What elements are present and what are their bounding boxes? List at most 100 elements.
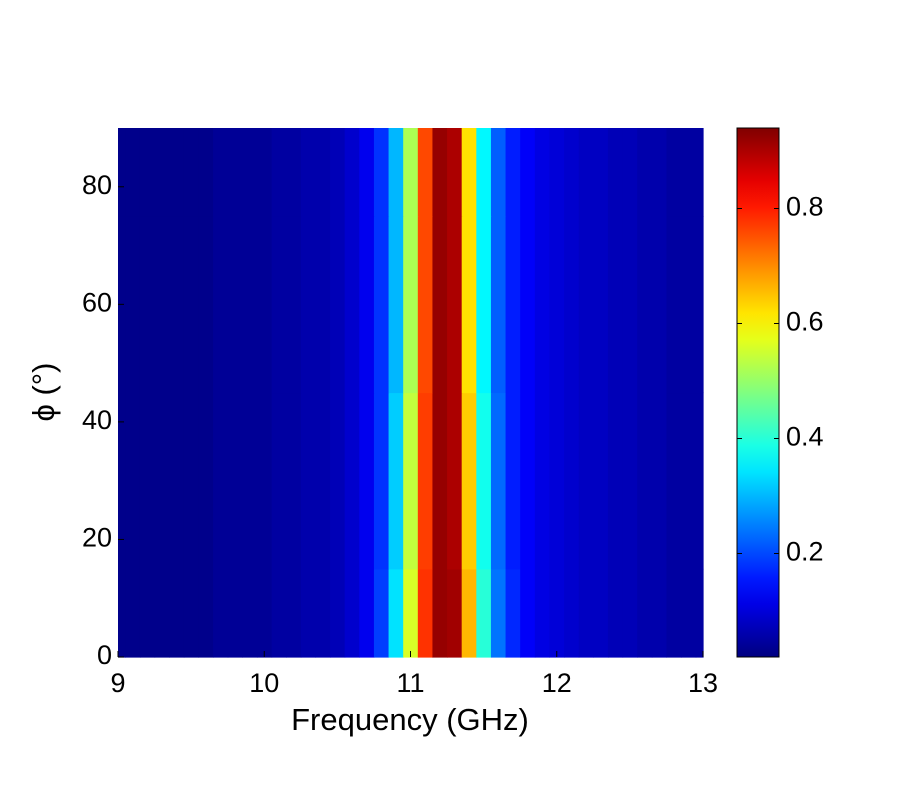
heat-cell [432, 392, 448, 570]
heat-cell [534, 216, 551, 394]
heat-cell [695, 216, 704, 394]
heat-cell [183, 392, 200, 570]
heat-cell [227, 128, 243, 217]
heat-cell [330, 216, 346, 394]
heat-cell [403, 392, 419, 570]
heat-cell [300, 392, 317, 570]
heat-cell [695, 392, 704, 570]
heat-cell [139, 216, 156, 394]
heat-cell [447, 128, 463, 217]
heat-cell [681, 216, 697, 394]
heat-cell [651, 216, 668, 394]
heat-cell [227, 392, 243, 570]
heat-cell [549, 568, 565, 658]
heat-cell [403, 568, 419, 658]
heat-cell [490, 392, 507, 570]
heat-cell [198, 392, 214, 570]
heat-cell [520, 128, 536, 217]
heat-cell [300, 216, 317, 394]
heat-cell [505, 128, 521, 217]
heat-cell [125, 568, 141, 658]
heat-cell [242, 128, 258, 217]
heat-cell [330, 392, 346, 570]
heat-cell [403, 216, 419, 394]
heat-cell [330, 128, 346, 217]
heat-cell [256, 216, 273, 394]
heat-cell [607, 216, 624, 394]
colorbar-tick-label: 0.2 [786, 537, 824, 567]
heat-cell [125, 392, 141, 570]
heat-cell [490, 128, 507, 217]
heat-cell [139, 568, 156, 658]
heat-cell [286, 568, 302, 658]
heat-cell [637, 568, 653, 658]
heat-cell [315, 392, 331, 570]
heat-cell [666, 392, 682, 570]
heat-cell [256, 128, 273, 217]
heat-cell [578, 128, 594, 217]
heat-cell [183, 216, 200, 394]
heat-cell [593, 568, 609, 658]
heat-cell [564, 128, 580, 217]
x-tick-label: 12 [542, 668, 572, 698]
heat-cell [637, 128, 653, 217]
heat-cell [461, 128, 477, 217]
heat-cell [461, 392, 477, 570]
heat-cell [344, 128, 360, 217]
colorbar-frame [736, 127, 780, 658]
heat-cell [476, 392, 492, 570]
heat-cell [271, 392, 287, 570]
heat-cell [695, 568, 704, 658]
heat-cell [300, 568, 317, 658]
heat-cell [344, 568, 360, 658]
heat-cell [651, 128, 668, 217]
heat-cell [169, 568, 185, 658]
heat-cell [183, 128, 200, 217]
heat-cell [447, 216, 463, 394]
heat-cell [432, 568, 448, 658]
y-tick-label: 20 [82, 523, 112, 553]
y-tick-label: 80 [82, 170, 112, 200]
heat-cell [344, 216, 360, 394]
heat-cell [359, 392, 375, 570]
heat-cell [505, 216, 521, 394]
heat-cell [432, 216, 448, 394]
heat-cell [359, 568, 375, 658]
heat-cell [213, 568, 229, 658]
heat-cell [681, 568, 697, 658]
heat-cell [622, 568, 638, 658]
heat-cell [213, 392, 229, 570]
heat-cell [505, 568, 521, 658]
colorbar-tick-label: 0.6 [786, 307, 824, 337]
heat-cell [461, 216, 477, 394]
heat-cell [242, 568, 258, 658]
heat-cell [695, 128, 704, 217]
heat-cell [666, 568, 682, 658]
heat-cell [549, 216, 565, 394]
y-tick-label: 40 [82, 405, 112, 435]
heat-cell [198, 568, 214, 658]
colorbar-tick-label: 0.8 [786, 192, 824, 222]
x-tick-label: 11 [396, 668, 424, 698]
heat-cell [666, 128, 682, 217]
colorbar [737, 128, 779, 657]
x-axis-label: Frequency (GHz) [291, 702, 529, 737]
heat-cell [564, 568, 580, 658]
heat-cell [476, 216, 492, 394]
colorbar-tick-label: 0.4 [786, 422, 824, 452]
heat-cell [373, 568, 390, 658]
heat-cell [125, 128, 141, 217]
heat-cell [198, 216, 214, 394]
heat-cell [169, 216, 185, 394]
x-tick-label: 9 [110, 668, 125, 698]
heat-cell [118, 128, 126, 217]
heat-cell [183, 568, 200, 658]
x-tick-label: 13 [688, 668, 718, 698]
heat-cell [154, 568, 170, 658]
heat-cell [447, 568, 463, 658]
heat-cell [549, 128, 565, 217]
heat-cell [154, 128, 170, 217]
heat-cell [417, 216, 434, 394]
heat-cell [300, 128, 317, 217]
heat-cell [373, 392, 390, 570]
